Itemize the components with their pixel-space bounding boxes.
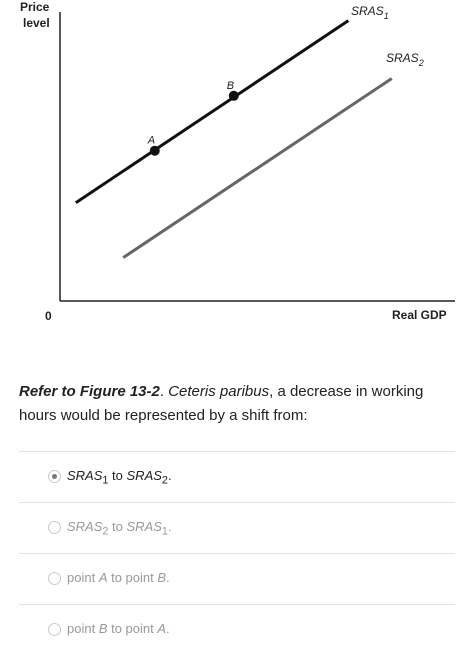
radio-unselected[interactable] [48, 521, 61, 534]
point-a-label: A [147, 135, 155, 147]
question-text: Refer to Figure 13-2. Ceteris paribus, a… [19, 380, 449, 428]
option-sras1-to-sras2[interactable]: SRAS1 to SRAS2. [19, 452, 455, 503]
y-axis-label-line2: level [23, 16, 50, 30]
origin-label: 0 [45, 309, 52, 323]
sras1-curve [74, 19, 350, 204]
option-b-to-a[interactable]: point B to point A. [19, 605, 455, 656]
point-b-label: B [227, 80, 234, 92]
option-label: point B to point A. [67, 621, 170, 636]
option-a-to-b[interactable]: point A to point B. [19, 554, 455, 605]
question-sep: . [159, 383, 169, 400]
answer-options: SRAS1 to SRAS2. SRAS2 to SRAS1. point A … [19, 451, 455, 656]
option-label: SRAS2 to SRAS1. [67, 519, 172, 538]
option-label: point A to point B. [67, 570, 170, 585]
sras1-label: SRAS1 [351, 4, 389, 21]
option-label: SRAS1 to SRAS2. [67, 468, 172, 487]
sras2-label: SRAS2 [386, 51, 424, 68]
y-axis-label-line1: Price [20, 0, 50, 14]
figure-reference: Refer to Figure 13-2 [19, 383, 160, 400]
radio-selected[interactable] [48, 470, 61, 483]
question-rest: , a decrease in working hours would be r… [19, 383, 424, 424]
point-b [228, 90, 239, 101]
sras2-curve [122, 77, 393, 259]
radio-unselected[interactable] [48, 572, 61, 585]
radio-unselected[interactable] [48, 623, 61, 636]
ceteris-paribus: Ceteris paribus [168, 383, 270, 400]
point-a [149, 145, 160, 156]
option-sras2-to-sras1[interactable]: SRAS2 to SRAS1. [19, 503, 455, 554]
sras-chart: Price level 0 Real GDP SRAS1 SRAS2 A B [20, 0, 455, 323]
x-axis-label: Real GDP [392, 308, 447, 322]
